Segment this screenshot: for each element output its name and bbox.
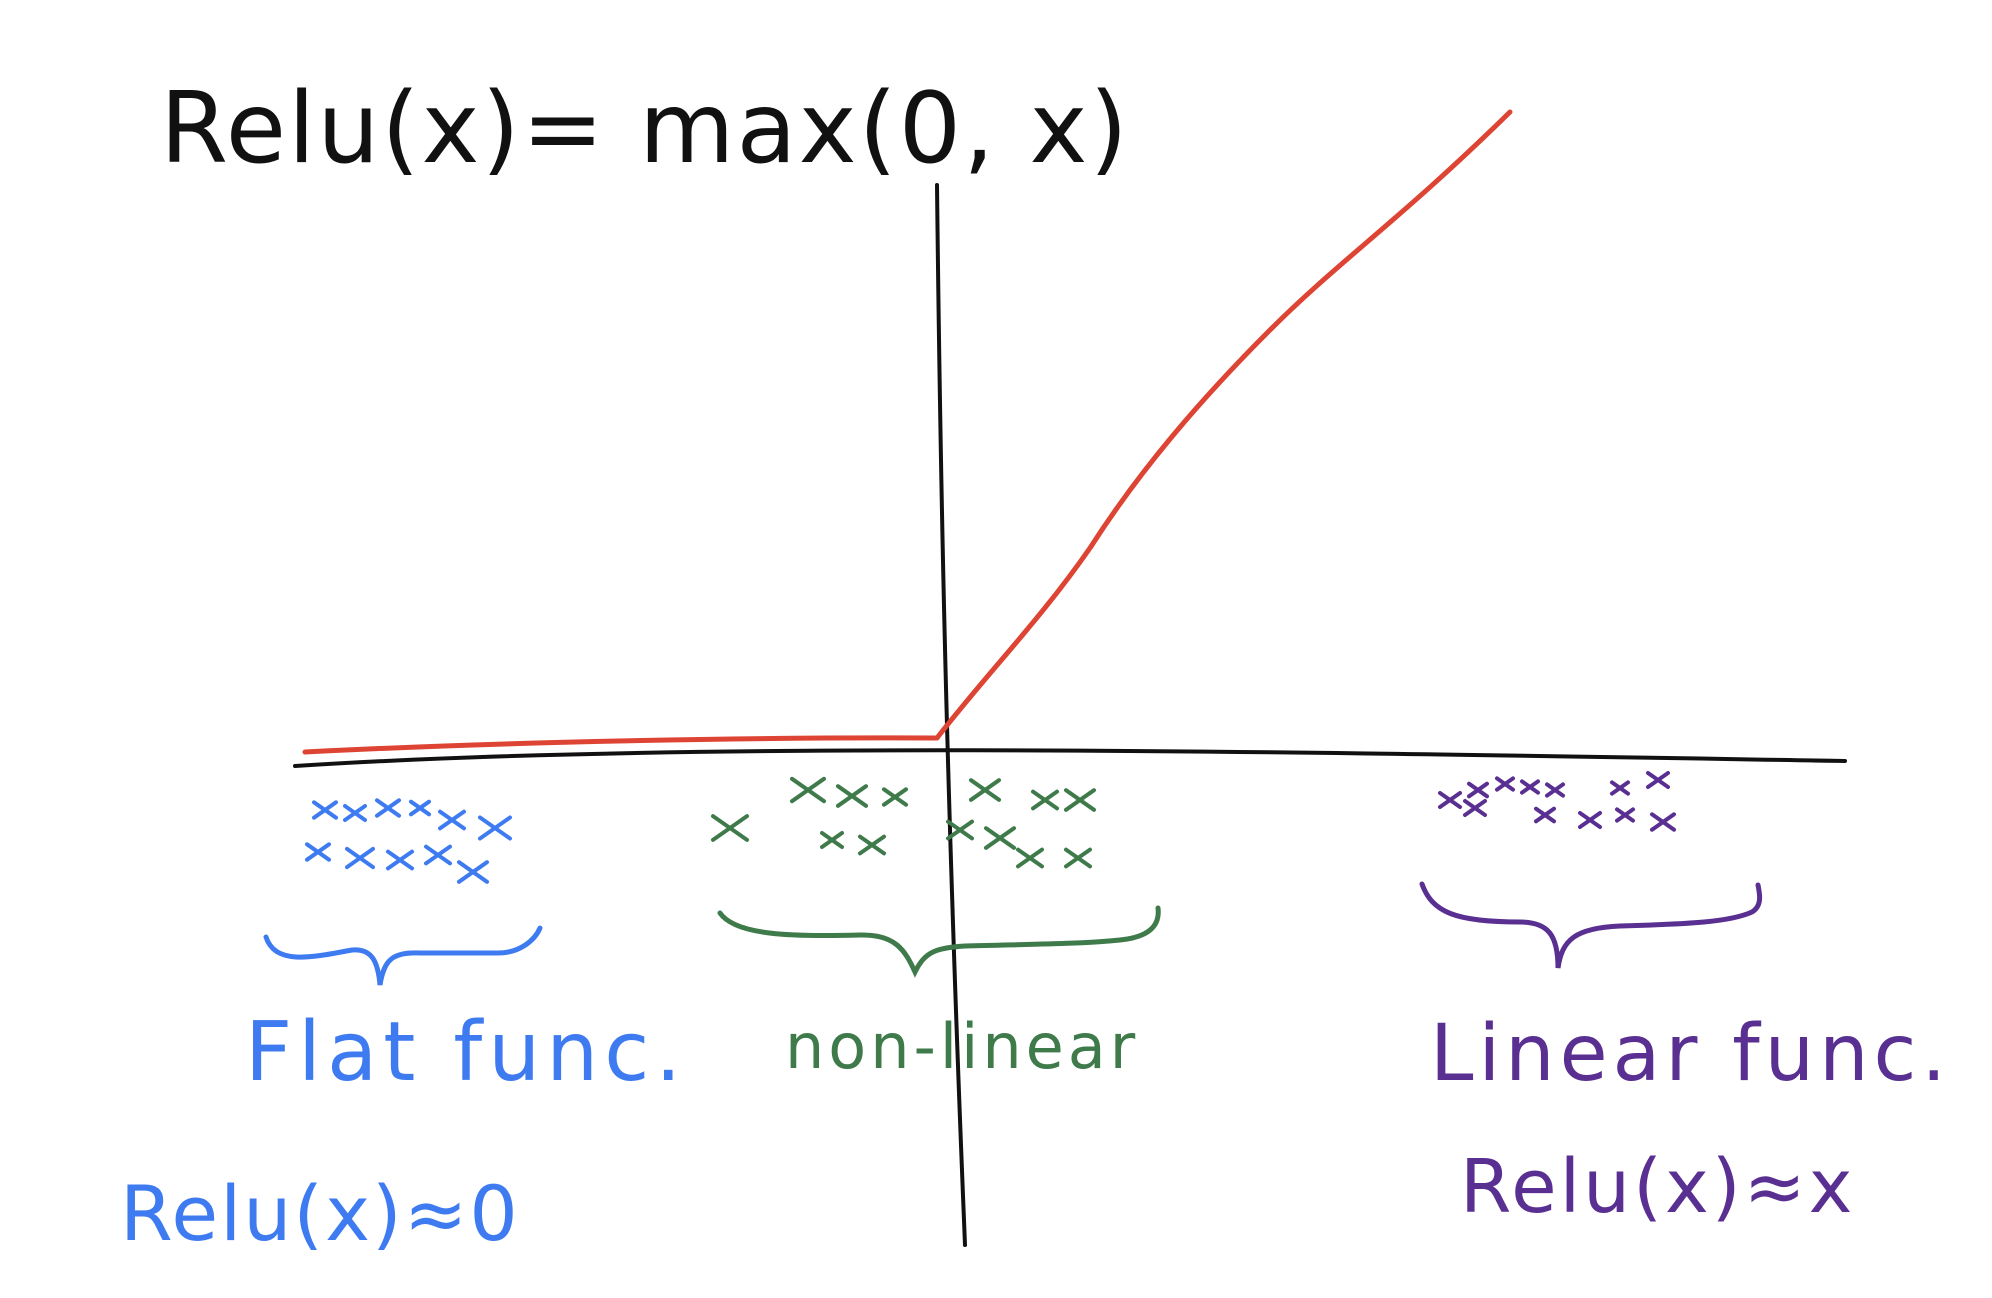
nonlinear-x-marker <box>946 819 974 841</box>
x-axis <box>293 748 1847 768</box>
flat-x-marker <box>424 844 452 866</box>
flat-x-marker <box>312 800 338 820</box>
linear-region-formula: Relu(x)≈x <box>1460 1144 1855 1230</box>
linear-x-marker <box>1650 812 1676 832</box>
nonlinear-x-marker <box>820 831 844 849</box>
linear-x-marker <box>1463 799 1487 817</box>
y-axis <box>935 183 967 1247</box>
nonlinear-x-marker <box>790 776 826 804</box>
nonlinear-x-marker <box>1064 847 1092 869</box>
nonlinear-x-marker <box>882 787 908 807</box>
flat-region-brace <box>263 925 543 986</box>
flat-region-label: Flat func. <box>245 1005 687 1100</box>
relu-flat-segment <box>302 735 940 755</box>
linear-region-label: Linear func. <box>1430 1009 1951 1099</box>
flat-x-marker <box>305 842 331 862</box>
flat-x-marker <box>409 799 431 817</box>
flat-region-formula: Relu(x)≈0 <box>120 1169 520 1258</box>
title-formula: Relu(x)= max(0, x) <box>160 72 1130 186</box>
nonlinear-x-marker <box>836 784 868 808</box>
nonlinear-x-marker <box>1016 847 1044 869</box>
nonlinear-x-marker <box>1031 789 1059 811</box>
flat-x-marker <box>345 846 375 870</box>
linear-x-marker <box>1495 776 1515 792</box>
nonlinear-x-marker <box>984 826 1016 850</box>
linear-x-marker <box>1610 780 1630 796</box>
nonlinear-x-marker <box>711 814 749 842</box>
nonlinear-region-markers <box>711 776 1096 869</box>
linear-region-markers <box>1438 771 1676 832</box>
relu-linear-segment <box>934 109 1513 741</box>
nonlinear-x-marker <box>969 778 1001 802</box>
flat-x-marker <box>438 809 466 831</box>
nonlinear-x-marker <box>858 834 886 856</box>
linear-x-marker <box>1545 782 1565 798</box>
flat-x-marker <box>386 849 414 871</box>
nonlinear-region-label: non-linear <box>785 1010 1139 1083</box>
nonlinear-region-brace <box>717 905 1161 978</box>
linear-x-marker <box>1467 781 1489 799</box>
linear-x-marker <box>1534 806 1556 824</box>
linear-x-marker <box>1646 771 1670 789</box>
linear-x-marker <box>1438 791 1462 809</box>
flat-x-marker <box>343 804 367 822</box>
flat-region-markers <box>305 798 512 884</box>
linear-x-marker <box>1615 807 1635 823</box>
nonlinear-x-marker <box>1064 788 1096 812</box>
linear-region-brace <box>1419 881 1763 969</box>
linear-x-marker <box>1578 811 1602 829</box>
flat-x-marker <box>478 815 512 841</box>
flat-x-marker <box>375 798 401 818</box>
flat-x-marker <box>457 860 489 884</box>
linear-x-marker <box>1520 779 1540 795</box>
